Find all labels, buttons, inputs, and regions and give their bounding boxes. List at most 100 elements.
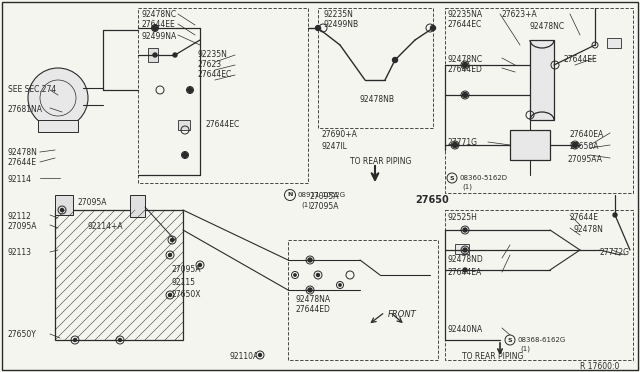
Circle shape (182, 153, 188, 157)
Text: 27644EC: 27644EC (205, 120, 239, 129)
Text: 27644E: 27644E (570, 213, 599, 222)
Circle shape (61, 208, 63, 212)
Text: 92113: 92113 (8, 248, 32, 257)
Text: 27095A: 27095A (78, 198, 108, 207)
Text: 92478NC: 92478NC (448, 55, 483, 64)
Text: 92478NB: 92478NB (360, 95, 395, 104)
Circle shape (28, 68, 88, 128)
Text: 27095AA: 27095AA (568, 155, 603, 164)
Circle shape (452, 142, 458, 148)
Text: 92478NC: 92478NC (530, 22, 565, 31)
Text: 92478NC: 92478NC (142, 10, 177, 19)
Bar (455, 244, 469, 254)
Text: 27650Y: 27650Y (8, 330, 37, 339)
Circle shape (118, 339, 122, 341)
Bar (318, 8, 433, 128)
Text: SEE SEC.274: SEE SEC.274 (8, 85, 56, 94)
Text: 92235N: 92235N (198, 50, 228, 59)
Circle shape (447, 173, 457, 183)
Bar (55, 195, 73, 215)
Text: 27650: 27650 (415, 195, 449, 205)
Circle shape (173, 53, 177, 57)
Text: 27681NA: 27681NA (8, 105, 43, 114)
Text: (1): (1) (520, 346, 530, 353)
Text: 27095A: 27095A (172, 265, 202, 274)
Text: 92499NA: 92499NA (142, 32, 177, 41)
Circle shape (294, 274, 296, 276)
Circle shape (613, 213, 617, 217)
Text: 27623: 27623 (198, 60, 222, 69)
Bar (130, 195, 145, 217)
Text: S: S (508, 337, 512, 343)
Text: R 17600:0: R 17600:0 (580, 362, 620, 371)
Circle shape (170, 238, 173, 241)
Text: 27644ED: 27644ED (295, 305, 330, 314)
Text: 27623+A: 27623+A (502, 10, 538, 19)
Circle shape (291, 272, 298, 279)
Text: 27644ED: 27644ED (448, 65, 483, 74)
Circle shape (505, 335, 515, 345)
Text: 27772G: 27772G (600, 248, 630, 257)
Circle shape (339, 284, 341, 286)
Text: 08911-1052G: 08911-1052G (298, 192, 346, 198)
Circle shape (198, 263, 202, 266)
Bar (607, 38, 621, 48)
Circle shape (74, 339, 77, 341)
Text: 92115: 92115 (172, 278, 196, 287)
Circle shape (168, 294, 172, 296)
Text: 27644EE: 27644EE (142, 20, 176, 29)
Text: 9247IL: 9247IL (322, 142, 348, 151)
Circle shape (317, 273, 319, 276)
Text: 92235N: 92235N (323, 10, 353, 19)
Bar (178, 120, 190, 130)
Text: 27095A: 27095A (310, 192, 339, 201)
Text: 92110A: 92110A (230, 352, 259, 361)
Circle shape (463, 268, 467, 272)
Text: (1): (1) (301, 201, 311, 208)
Text: 27690+A: 27690+A (322, 130, 358, 139)
Bar (55, 210, 183, 340)
Circle shape (153, 53, 157, 57)
Circle shape (259, 353, 262, 356)
Text: 92478N: 92478N (8, 148, 38, 157)
Circle shape (308, 258, 312, 262)
Circle shape (463, 248, 467, 252)
Circle shape (337, 282, 344, 289)
Text: (1): (1) (462, 183, 472, 189)
Circle shape (168, 253, 172, 257)
Circle shape (152, 26, 157, 31)
Text: 27650A: 27650A (570, 142, 600, 151)
Text: TO REAR PIPING: TO REAR PIPING (350, 157, 412, 166)
Text: 92478N: 92478N (574, 225, 604, 234)
Bar (510, 130, 550, 160)
Text: 27771G: 27771G (448, 138, 478, 147)
Text: 27095A: 27095A (310, 202, 339, 211)
Text: 27095A: 27095A (8, 222, 38, 231)
Circle shape (463, 228, 467, 232)
Text: 92114+A: 92114+A (88, 222, 124, 231)
Text: 92440NA: 92440NA (448, 325, 483, 334)
Bar (38, 120, 78, 132)
Circle shape (463, 93, 467, 97)
Text: 27640EA: 27640EA (570, 130, 604, 139)
Text: 92499NB: 92499NB (323, 20, 358, 29)
Text: 27644EA: 27644EA (448, 268, 483, 277)
Circle shape (285, 189, 296, 201)
Text: 27644EC: 27644EC (198, 70, 232, 79)
Circle shape (392, 58, 397, 62)
Text: S: S (450, 176, 454, 180)
Text: 92478NA: 92478NA (295, 295, 330, 304)
Text: 92235NA: 92235NA (448, 10, 483, 19)
Circle shape (463, 62, 467, 67)
Circle shape (573, 142, 577, 148)
Text: 92525H: 92525H (448, 213, 478, 222)
Bar (445, 210, 633, 360)
Text: 27644EE: 27644EE (563, 55, 596, 64)
Text: TO REAR PIPING: TO REAR PIPING (462, 352, 524, 361)
Text: 27644E: 27644E (8, 158, 37, 167)
Text: FRONT: FRONT (388, 310, 417, 319)
Text: 27644EC: 27644EC (448, 20, 483, 29)
Circle shape (188, 87, 193, 93)
Circle shape (431, 26, 435, 31)
Text: N: N (287, 192, 292, 198)
